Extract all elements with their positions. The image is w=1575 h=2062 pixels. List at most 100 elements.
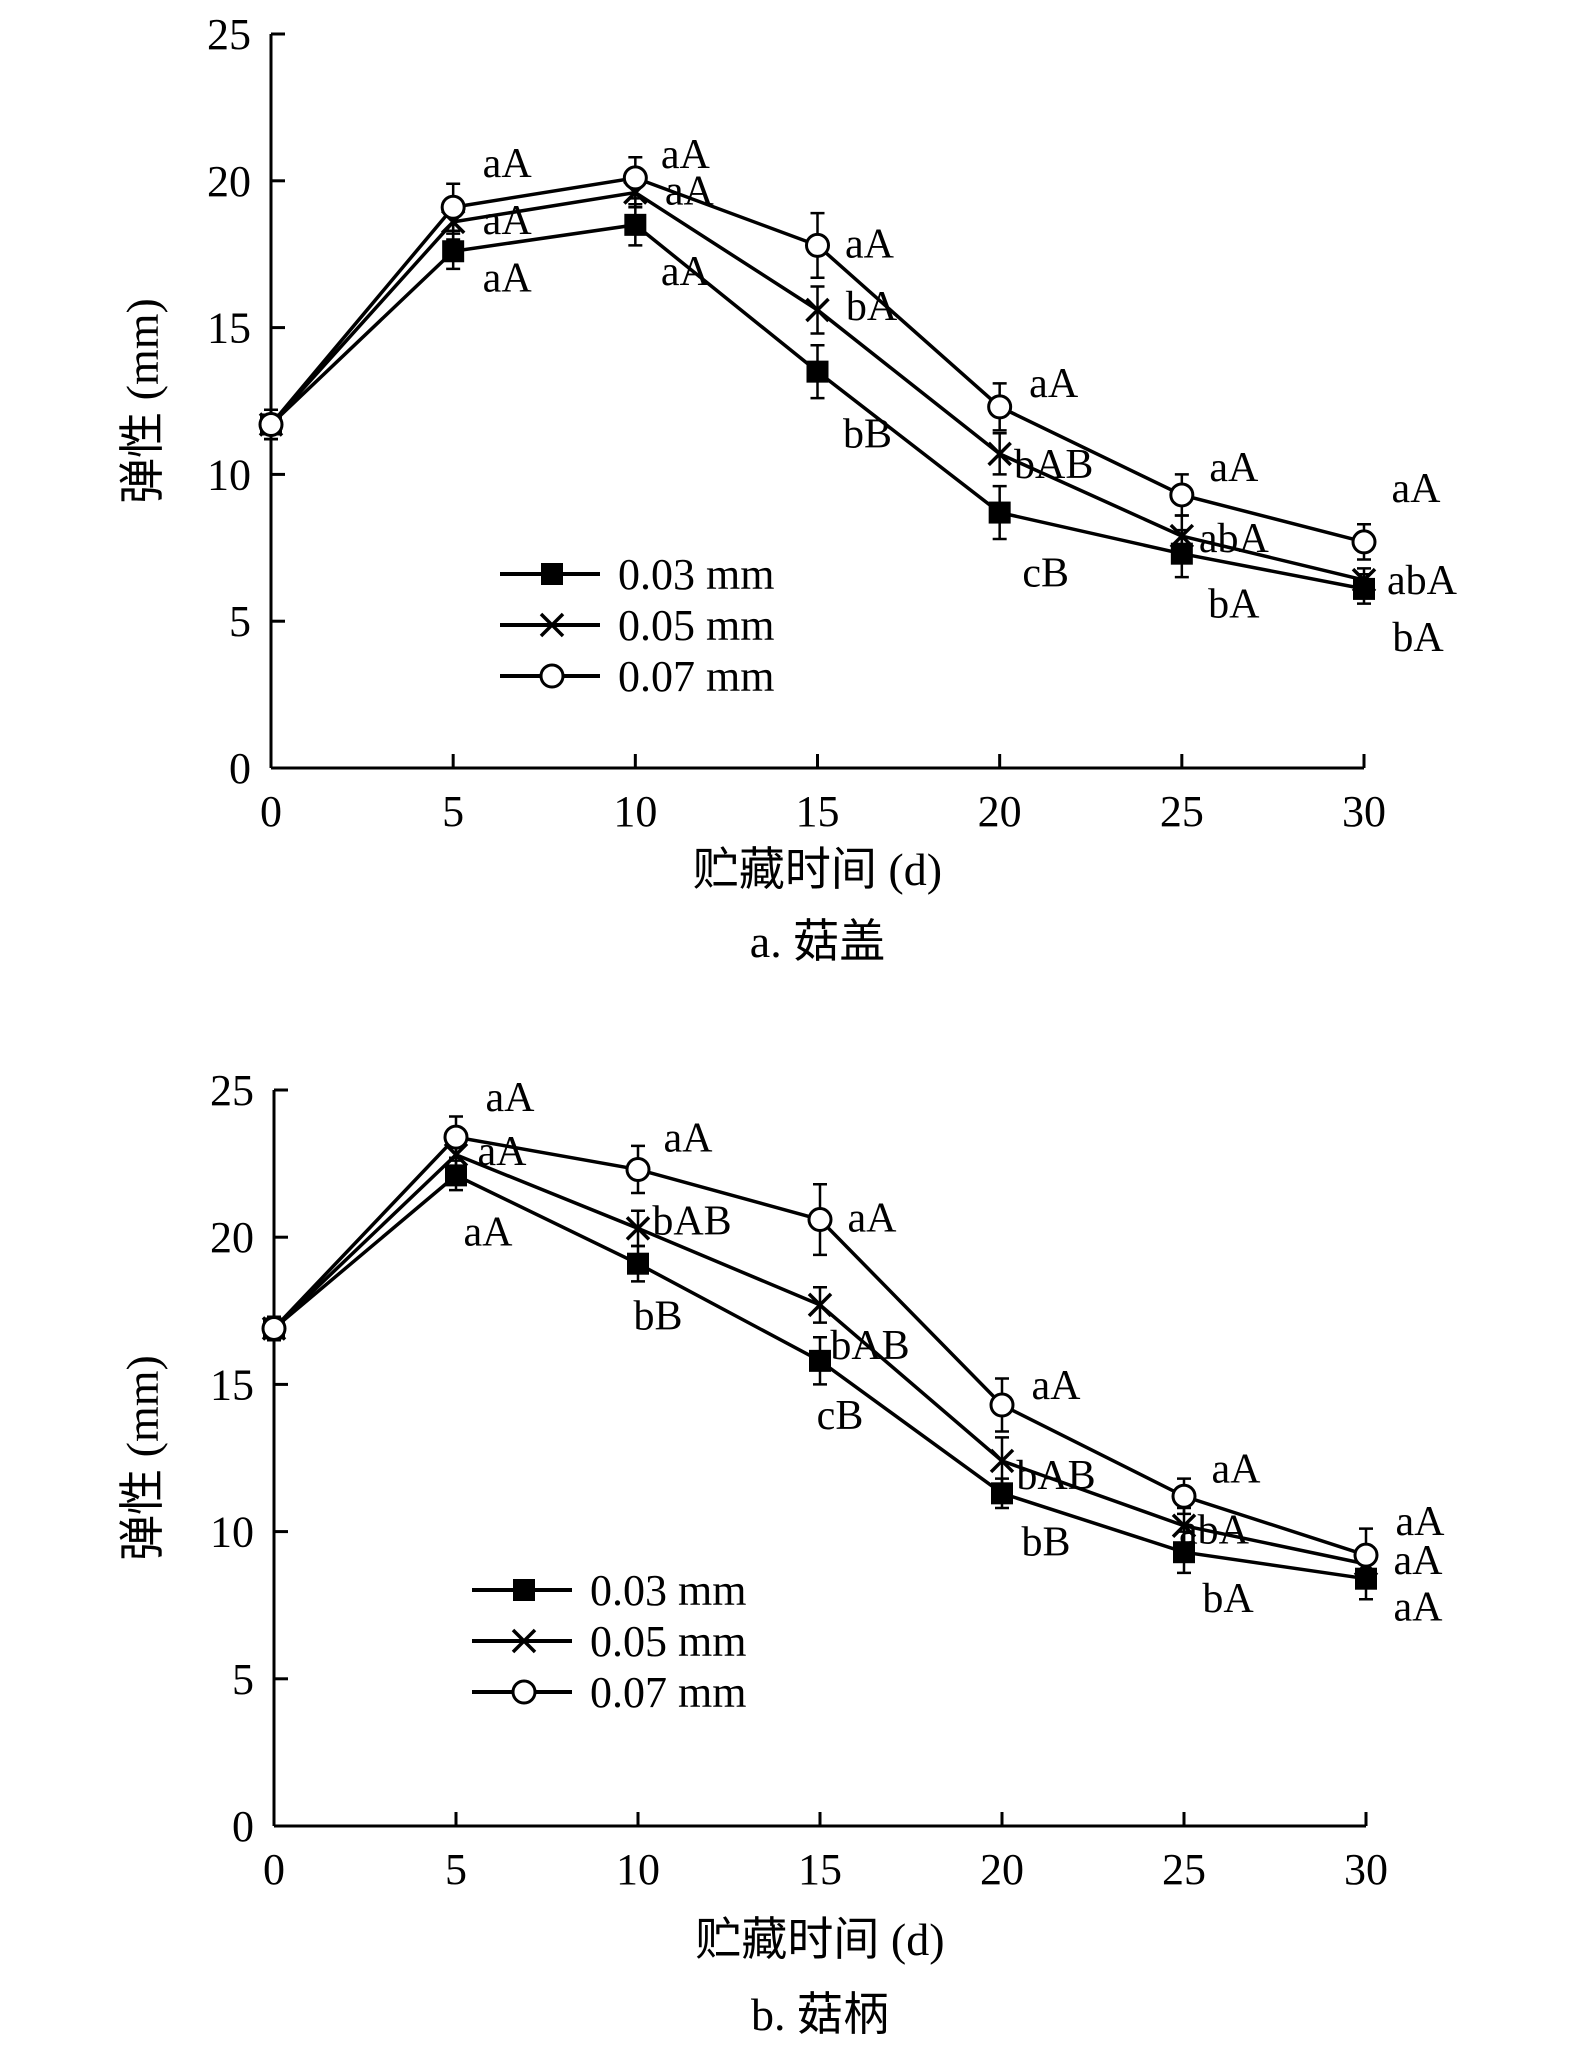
- significance-label: aA: [1396, 1499, 1446, 1545]
- x-axis-title: 贮藏时间 (d): [695, 1914, 944, 1965]
- significance-label: abA: [1387, 558, 1458, 604]
- significance-label: bAB: [1014, 442, 1093, 488]
- legend-item: 0.07 mm: [500, 652, 774, 701]
- x-tick-label: 10: [613, 787, 657, 836]
- significance-label: aA: [1392, 466, 1442, 512]
- data-point: [987, 441, 1012, 467]
- data-point: [258, 411, 284, 437]
- significance-label: aA: [1212, 1446, 1262, 1492]
- panel-caption: b. 菇柄: [751, 1989, 889, 2040]
- data-point: [440, 194, 466, 220]
- significance-label: cB: [1022, 551, 1069, 597]
- x-tick-label: 30: [1344, 1845, 1388, 1894]
- data-point: [1173, 1541, 1195, 1564]
- data-point: [1169, 482, 1195, 508]
- significance-label: aA: [1209, 445, 1259, 491]
- y-tick-label: 25: [210, 1066, 254, 1115]
- significance-label: aA: [661, 132, 711, 178]
- data-point: [809, 1349, 831, 1372]
- data-point: [539, 612, 565, 638]
- significance-label: aA: [848, 1196, 898, 1242]
- y-tick-label: 10: [207, 450, 251, 499]
- data-point: [622, 165, 648, 191]
- x-tick-label: 5: [442, 787, 464, 836]
- data-point: [539, 663, 565, 689]
- significance-label: aA: [661, 249, 711, 295]
- significance-label: aA: [1394, 1538, 1444, 1584]
- y-tick-label: 20: [210, 1213, 254, 1262]
- data-point: [989, 1392, 1015, 1418]
- data-point: [1171, 1483, 1197, 1509]
- significance-label: aA: [483, 255, 533, 301]
- significance-label: aA: [1032, 1363, 1082, 1409]
- chart-panel-stem: 0 5 10 15 20 25 0 5 10 15 20 25 30 贮藏时间 (d) 弹性 (mm) b. …: [117, 1066, 1445, 2040]
- data-point: [627, 1252, 649, 1275]
- x-axis-title: 贮藏时间 (d): [693, 844, 942, 895]
- significance-label: bB: [633, 1294, 682, 1340]
- legend-item: 0.03 mm: [472, 1566, 746, 1615]
- panel-caption: a. 菇盖: [750, 916, 885, 967]
- significance-label: aA: [1394, 1585, 1444, 1631]
- data-point: [989, 1448, 1015, 1474]
- significance-label: bAB: [1016, 1453, 1095, 1499]
- significance-label: bA: [846, 284, 898, 330]
- significance-label: bB: [1021, 1519, 1070, 1565]
- significance-label: aA: [664, 1115, 714, 1161]
- data-point: [624, 213, 647, 236]
- significance-label: aA: [464, 1209, 514, 1255]
- data-point: [625, 1216, 651, 1241]
- significance-label: bAB: [830, 1323, 909, 1369]
- series-0-07-mm: aA aA aA aA aA aA: [258, 132, 1442, 561]
- data-point: [1351, 567, 1377, 593]
- x-tick-label: 5: [445, 1845, 467, 1894]
- y-tick-label: 15: [210, 1360, 254, 1409]
- significance-label: aA: [478, 1129, 528, 1175]
- significance-label: aA: [845, 221, 895, 267]
- data-point: [511, 1628, 537, 1654]
- legend-label: 0.05 mm: [590, 1617, 746, 1666]
- x-tick-label: 20: [980, 1845, 1024, 1894]
- chart-panel-cap: 0 5 10 15 20 25 0 5 10 15 20 25 30 贮藏时间 (d) 弹性 (mm) a. …: [117, 10, 1458, 967]
- y-tick-label: 10: [210, 1508, 254, 1557]
- data-point: [442, 240, 465, 263]
- data-point: [541, 563, 563, 585]
- data-point: [807, 1292, 833, 1318]
- x-tick-label: 0: [263, 1845, 285, 1894]
- x-tick-label: 0: [260, 787, 282, 836]
- series-0-03-mm: aA aA bB cB bA bA: [260, 203, 1444, 661]
- legend-label: 0.07 mm: [590, 1668, 746, 1717]
- significance-label: bAB: [652, 1198, 731, 1244]
- data-point: [1353, 1542, 1379, 1568]
- x-tick-label: 30: [1342, 787, 1386, 836]
- legend-label: 0.03 mm: [618, 550, 774, 599]
- legend-item: 0.05 mm: [472, 1617, 746, 1666]
- x-tick-label: 25: [1160, 787, 1204, 836]
- data-point: [806, 360, 829, 383]
- data-point: [513, 1579, 535, 1601]
- legend-label: 0.07 mm: [618, 652, 774, 701]
- significance-label: aA: [486, 1075, 536, 1121]
- data-point: [445, 1164, 467, 1187]
- y-tick-label: 0: [232, 1802, 254, 1851]
- data-point: [443, 1124, 469, 1150]
- significance-label: aA: [483, 198, 533, 244]
- significance-label: aA: [483, 141, 533, 187]
- data-point: [1169, 523, 1195, 549]
- data-point: [625, 1156, 651, 1182]
- data-point: [807, 1207, 833, 1233]
- legend-label: 0.03 mm: [590, 1566, 746, 1615]
- x-tick-label: 20: [978, 787, 1022, 836]
- y-tick-label: 15: [207, 304, 251, 353]
- significance-label: abA: [1199, 516, 1270, 562]
- data-point: [511, 1679, 537, 1705]
- significance-label: bB: [843, 412, 892, 458]
- data-point: [261, 1315, 287, 1341]
- significance-label: bA: [1202, 1576, 1254, 1622]
- data-point: [988, 501, 1011, 524]
- legend-item: 0.05 mm: [500, 601, 774, 650]
- y-tick-label: 20: [207, 157, 251, 206]
- y-axis-title: 弹性 (mm): [117, 1355, 168, 1561]
- x-tick-label: 15: [798, 1845, 842, 1894]
